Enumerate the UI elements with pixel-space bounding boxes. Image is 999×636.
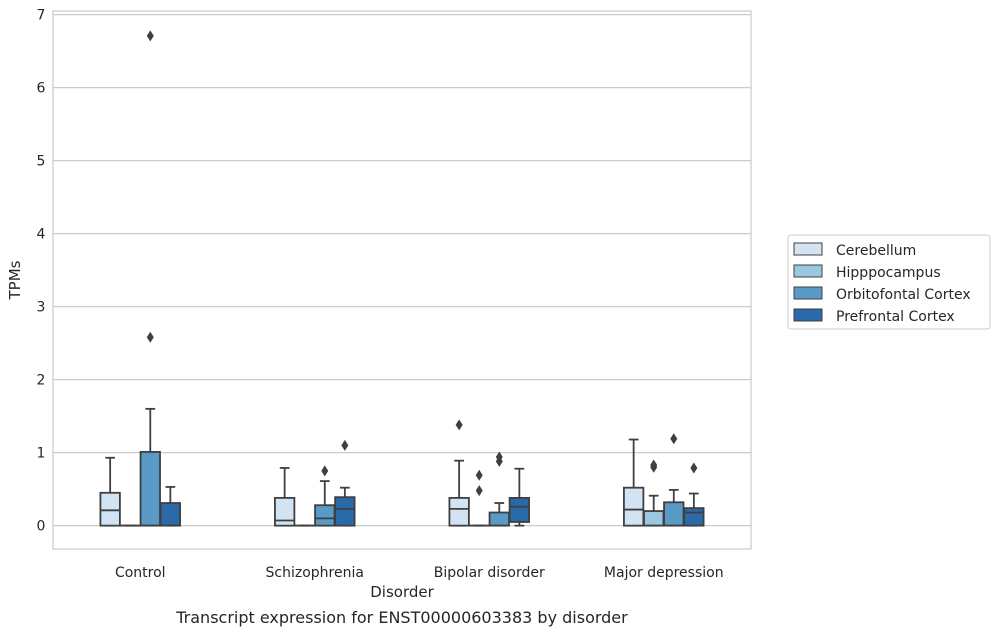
outlier-point [341,439,349,451]
box-group [663,433,685,527]
y-axis-label: TPMs [6,260,24,300]
box [623,486,645,527]
y-tick-label: 0 [37,519,46,535]
box [663,501,685,527]
chart-title: Transcript expression for ENST0000060338… [175,608,628,627]
y-tick-label: 3 [37,300,46,316]
box [99,491,121,527]
outlier-point [650,459,658,471]
box [334,496,356,527]
box [683,507,705,527]
legend-swatch [793,286,823,300]
y-tick-label: 5 [37,154,46,170]
x-tick-label: Bipolar disorder [434,565,545,581]
outlier-point [475,485,483,497]
box-group [623,438,645,527]
outlier-point [321,465,329,477]
legend: Cerebellum Hipppocampus Orbitofontal Corte… [787,234,991,330]
outlier-point [455,419,463,431]
box [488,511,510,527]
outlier-point [475,469,483,481]
box-group [643,459,665,527]
box-group [488,451,510,527]
outlier-point [495,451,503,463]
box [448,497,470,527]
legend-swatch [793,308,823,322]
legend-label: Hipppocampus [836,265,941,281]
y-gridlines [53,14,751,527]
box [139,451,161,527]
box-group [334,439,356,527]
box-group [468,469,490,527]
box [508,497,530,523]
box-group [274,467,296,527]
box [314,504,336,527]
y-tick-label: 6 [37,81,46,97]
box-group [448,419,470,527]
outlier-point [690,462,698,474]
y-tick-label: 7 [37,8,46,24]
outlier-point [146,30,154,42]
x-tick-label: Major depression [604,565,724,581]
y-tick-label: 1 [37,446,46,462]
outlier-point [146,331,154,343]
box [274,497,296,527]
box-group [314,465,336,527]
x-tick-label: Schizophrenia [266,565,364,581]
y-tick-label: 4 [37,227,46,243]
box-group [508,467,530,527]
box [159,502,181,527]
legend-label: Cerebellum [836,243,916,259]
x-axis-ticks: Control Schizophrenia Bipolar disorder Majo… [115,565,724,581]
legend-swatch [793,242,823,256]
box-group [159,486,181,527]
box [643,510,665,527]
box-group [139,30,161,527]
legend-label: Orbitofontal Cortex [836,287,971,303]
x-tick-label: Control [115,565,166,581]
box-group [683,462,705,527]
box-plot-series [99,30,705,527]
y-axis-ticks: 0 1 2 3 4 5 6 7 [37,8,46,535]
box-group [99,456,121,527]
plot-area-frame [52,10,752,550]
x-axis-label: Disorder [370,583,434,601]
legend-swatch [793,264,823,278]
legend-frame [787,234,991,330]
y-tick-label: 2 [37,373,46,389]
legend-label: Prefrontal Cortex [836,309,955,325]
outlier-point [670,433,678,445]
